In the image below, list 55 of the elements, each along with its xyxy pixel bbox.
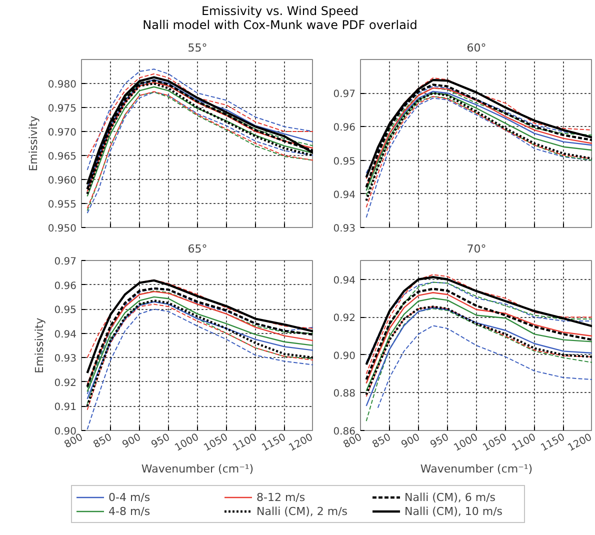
x-tick-label: 1050 — [481, 432, 509, 454]
x-tick-label: 1100 — [231, 432, 259, 454]
x-tick-label: 1150 — [539, 432, 567, 454]
x-tick-label: 1200 — [287, 432, 315, 454]
chart-title: 70° — [466, 242, 486, 256]
y-tick-label: 0.97 — [54, 256, 76, 268]
legend-label: 4-8 m/s — [108, 504, 152, 518]
legend-label: Nalli (CM), 6 m/s — [404, 490, 497, 504]
x-tick-label: 1150 — [260, 432, 288, 454]
y-tick-label: 0.955 — [48, 200, 77, 210]
text: Emissivity vs. Wind Speed — [201, 4, 359, 18]
y-axis-title: Emissivity — [26, 115, 40, 172]
y-tick-label: 0.88 — [333, 388, 356, 400]
y-tick-label: 0.94 — [333, 190, 356, 201]
legend-label: 0-4 m/s — [108, 490, 152, 504]
x-tick-label: 1050 — [202, 432, 230, 454]
y-tick-label: 0.95 — [54, 305, 76, 316]
y-tick-label: 0.92 — [54, 378, 76, 389]
x-axis-title: Wavenumber (cm⁻¹) — [420, 462, 533, 476]
x-tick-label: 950 — [150, 432, 172, 451]
y-tick-label: 0.90 — [333, 350, 356, 362]
x-axis-title: Wavenumber (cm⁻¹) — [141, 462, 254, 476]
y-tick-label: 0.95 — [333, 156, 356, 168]
legend-label: 8-12 m/s — [256, 490, 306, 504]
x-tick-label: 900 — [400, 432, 422, 451]
y-tick-label: 0.96 — [333, 122, 356, 134]
legend-label: Nalli (CM), 2 m/s — [256, 504, 349, 518]
y-tick-label: 0.97 — [333, 89, 356, 100]
y-tick-label: 0.96 — [54, 280, 76, 292]
x-tick-label: 900 — [120, 432, 143, 451]
y-tick-label: 0.965 — [48, 152, 77, 162]
chart-title: 60° — [466, 42, 486, 54]
y-tick-label: 0.960 — [48, 176, 77, 186]
x-tick-label: 1200 — [566, 432, 594, 454]
y-axis-title: Emissivity — [33, 317, 46, 374]
y-tick-label: 0.91 — [54, 402, 76, 414]
y-tick-label: 0.975 — [48, 104, 77, 114]
chart-title: 65° — [188, 242, 208, 256]
y-tick-label: 0.94 — [54, 329, 76, 340]
text: Nalli model with Cox-Munk wave PDF overlaid — [142, 18, 418, 32]
x-tick-label: 850 — [92, 432, 114, 451]
y-tick-label: 0.93 — [333, 224, 356, 234]
x-tick-label: 850 — [370, 432, 393, 451]
x-tick-label: 950 — [428, 432, 451, 451]
y-tick-label: 0.94 — [333, 275, 356, 286]
y-tick-label: 0.950 — [48, 224, 77, 234]
x-tick-label: 1000 — [173, 432, 201, 454]
y-tick-label: 0.92 — [333, 313, 356, 324]
legend-label: Nalli (CM), 10 m/s — [404, 504, 504, 518]
y-tick-label: 0.93 — [54, 354, 76, 365]
x-tick-label: 1100 — [510, 432, 538, 454]
chart-title: 55° — [188, 42, 208, 54]
y-tick-label: 0.980 — [48, 80, 77, 90]
x-tick-label: 1000 — [452, 432, 480, 454]
y-tick-label: 0.970 — [48, 128, 77, 138]
